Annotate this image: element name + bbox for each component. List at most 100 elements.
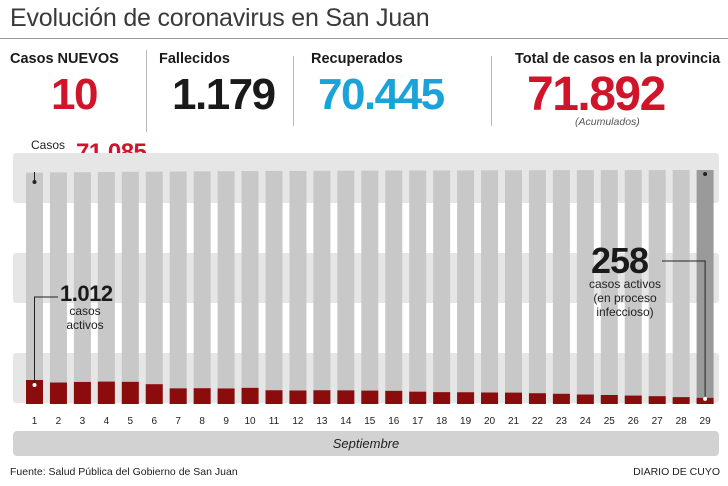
- x-tick-label: 6: [151, 416, 157, 427]
- total-bar: [481, 170, 499, 404]
- active-bar: [361, 390, 379, 404]
- active-end-leader-dot: [703, 396, 708, 401]
- x-tick-label: 14: [340, 416, 352, 427]
- x-tick-label: 18: [436, 416, 448, 427]
- active-end-value: 258: [591, 240, 649, 281]
- stat-separator-1: [146, 50, 147, 132]
- x-tick-label: 23: [556, 416, 568, 427]
- active-bar: [648, 396, 666, 404]
- x-tick-label: 4: [104, 416, 110, 427]
- x-tick-label: 20: [484, 416, 496, 427]
- total-bar: [361, 170, 379, 404]
- total-bar: [169, 171, 187, 404]
- active-bar: [672, 397, 690, 404]
- total-cases-leader-dot: [32, 180, 37, 184]
- x-tick-label: 19: [460, 416, 472, 427]
- active-start-leader: [34, 296, 58, 384]
- total-bar: [193, 171, 211, 404]
- x-tick-label: 2: [56, 416, 62, 427]
- total-cases-label-line2: totales: [31, 152, 67, 166]
- total-province-note: (Acumulados): [575, 116, 640, 128]
- x-tick-label: 17: [412, 416, 424, 427]
- x-tick-label: 1: [32, 416, 38, 427]
- total-bar: [313, 170, 331, 404]
- x-tick-label: 9: [223, 416, 229, 427]
- active-bar: [505, 392, 522, 404]
- total-bar: [528, 170, 546, 404]
- active-bar: [289, 390, 307, 404]
- page-title: Evolución de coronavirus en San Juan: [10, 4, 430, 32]
- active-bar: [73, 381, 91, 404]
- active-bar: [121, 381, 139, 404]
- publisher-text: DIARIO DE CUYO: [633, 466, 720, 478]
- deaths-label: Fallecidos: [159, 51, 230, 67]
- active-start-value: 1.012: [60, 281, 113, 306]
- total-province-value: 71.892: [527, 68, 666, 121]
- total-bar: [289, 170, 307, 404]
- active-end-label-line1: casos activos: [588, 277, 662, 291]
- total-bar: [409, 170, 427, 404]
- active-bar: [409, 391, 427, 404]
- new-cases-label: Casos NUEVOS: [10, 51, 119, 67]
- active-bar: [385, 390, 403, 404]
- recovered-label: Recuperados: [311, 51, 403, 67]
- stat-separator-3: [491, 56, 492, 126]
- active-bar: [97, 381, 115, 404]
- active-bar: [49, 382, 67, 404]
- x-tick-labels: 1 2 3 4 5 6 7 8 9 10 11 12 13 14 15 16 17 18 19 20 21 22 23 24 2…: [32, 416, 711, 427]
- active-end-label-line2: (en proceso: [593, 291, 657, 305]
- x-tick-label: 16: [388, 416, 400, 427]
- active-end-label-line3: infeccioso): [596, 305, 654, 319]
- active-start-label-line1: casos: [69, 304, 101, 318]
- x-tick-label: 25: [604, 416, 616, 427]
- stat-separator-2: [293, 56, 294, 126]
- active-bar: [217, 388, 235, 404]
- x-tick-label: 27: [652, 416, 664, 427]
- active-bar: [600, 394, 618, 404]
- title-rule: [0, 38, 728, 39]
- active-bar: [696, 397, 714, 404]
- total-cases-label: Casos totales: [31, 138, 67, 166]
- active-bar: [265, 390, 283, 404]
- active-bar: [457, 392, 475, 404]
- total-bar: [457, 170, 475, 404]
- active-start-label-line2: activos: [66, 318, 104, 332]
- active-bar: [313, 390, 331, 404]
- active-bar: [481, 392, 499, 404]
- recovered-value: 70.445: [318, 70, 445, 119]
- total-bar: [265, 170, 283, 404]
- total-bar: [552, 170, 570, 404]
- total-bar: [672, 170, 690, 404]
- x-tick-label: 28: [676, 416, 688, 427]
- month-bar: Septiembre: [13, 431, 719, 456]
- active-start-label: casos activos: [60, 304, 110, 332]
- x-tick-label: 11: [269, 416, 280, 427]
- active-bar: [552, 393, 570, 404]
- active-bar: [241, 387, 259, 404]
- total-bar: [241, 171, 259, 404]
- active-bar: [337, 390, 355, 404]
- new-cases-value: 10: [51, 70, 98, 119]
- source-text: Fuente: Salud Pública del Gobierno de Sa…: [10, 466, 238, 478]
- x-tick-label: 8: [199, 416, 205, 427]
- active-end-label: casos activos (en proceso infeccioso): [580, 277, 670, 319]
- active-bars: [26, 380, 714, 404]
- total-bar: [217, 171, 235, 404]
- total-bar: [505, 170, 522, 404]
- total-cases-value: 71.085: [76, 139, 147, 166]
- x-tick-label: 13: [316, 416, 328, 427]
- total-bar: [145, 171, 163, 404]
- total-bar: [121, 171, 139, 404]
- x-tick-label: 29: [700, 416, 712, 427]
- active-bar: [169, 388, 187, 404]
- active-start-leader-dot: [32, 383, 37, 387]
- active-bar: [26, 380, 43, 404]
- active-bar: [528, 393, 546, 404]
- last-bar-marker: [703, 172, 708, 176]
- total-cases-label-line1: Casos: [31, 138, 66, 152]
- x-tick-label: 21: [508, 416, 520, 427]
- x-tick-label: 10: [244, 416, 256, 427]
- x-tick-label: 26: [628, 416, 640, 427]
- x-tick-label: 22: [532, 416, 544, 427]
- total-bar: [696, 170, 714, 404]
